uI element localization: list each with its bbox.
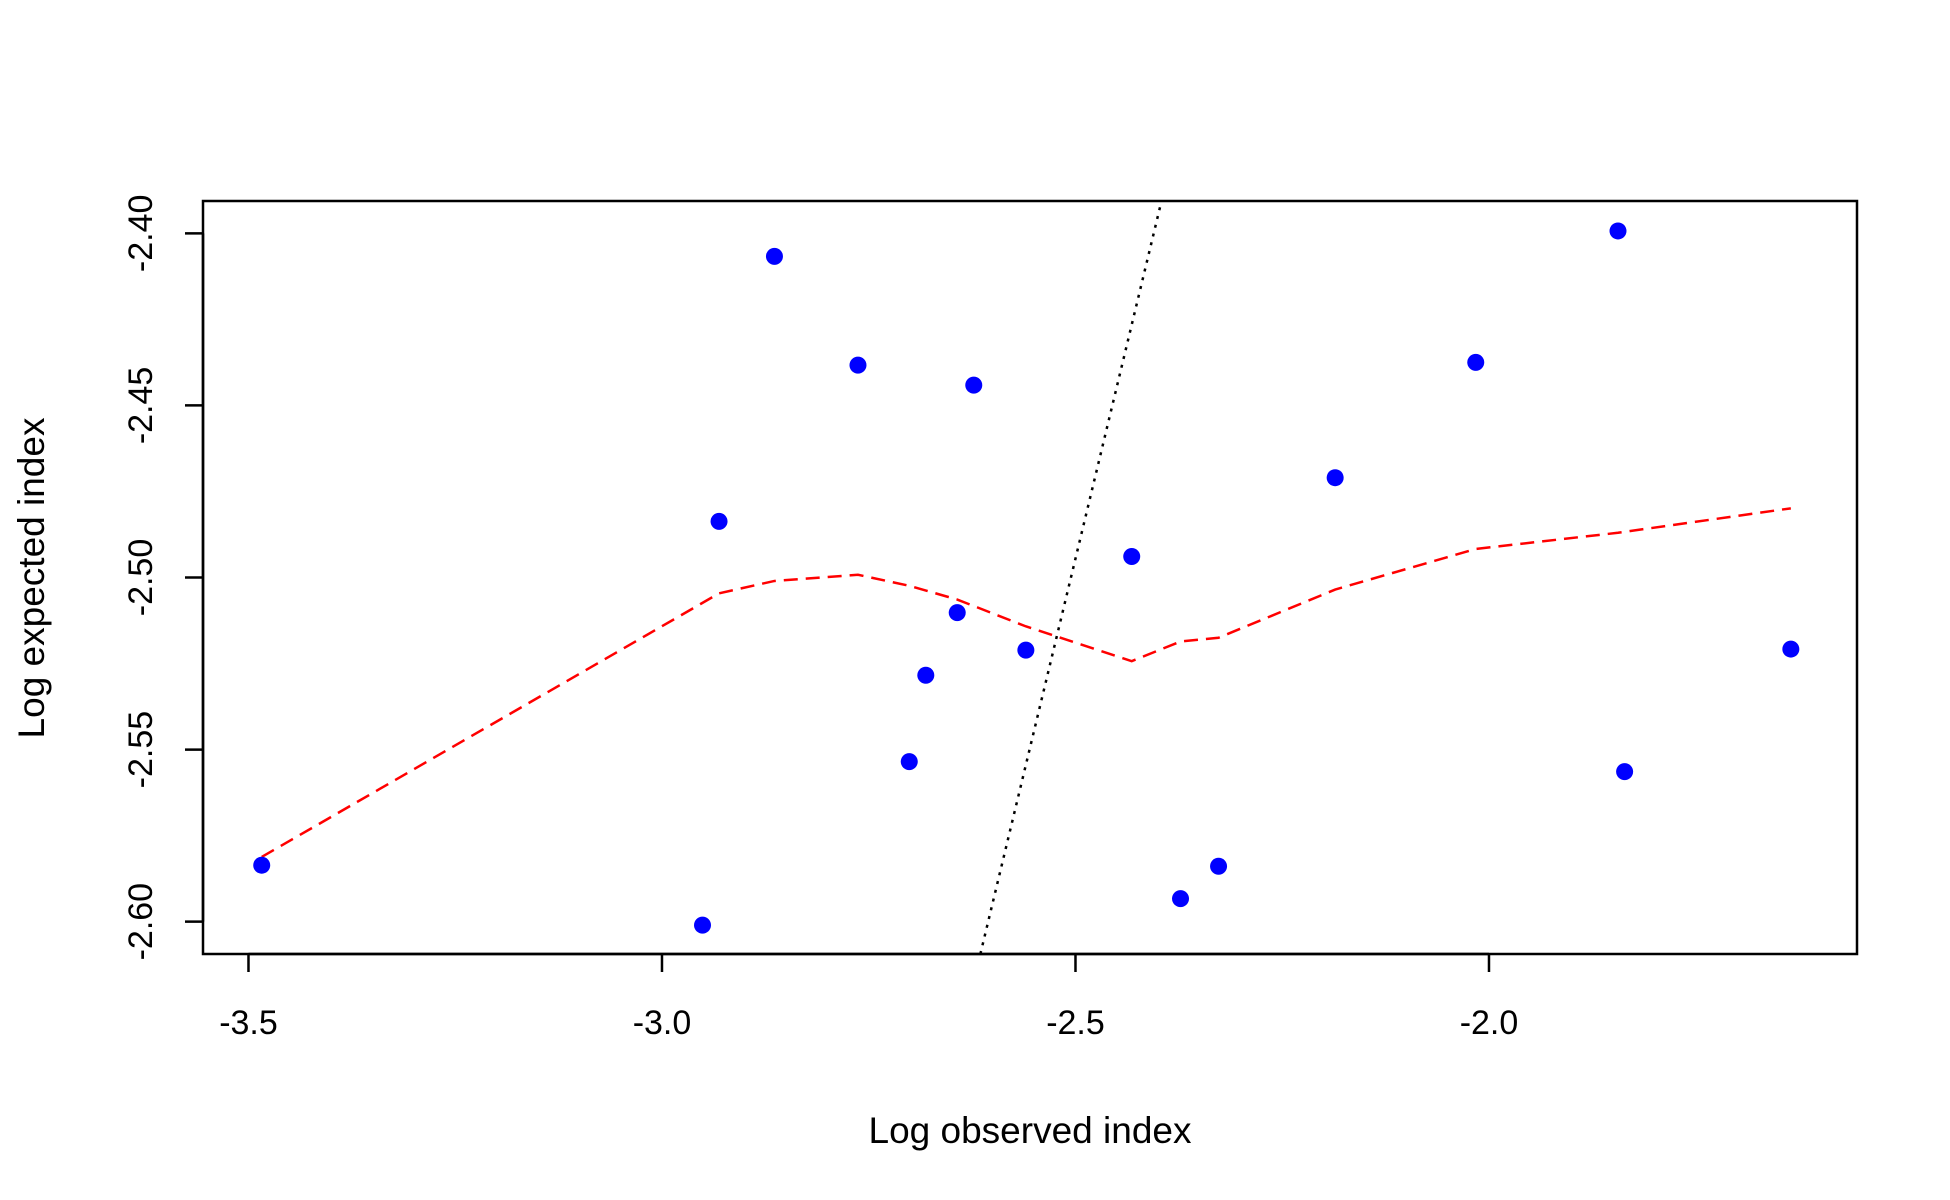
data-point [849, 356, 867, 374]
x-tick-label: -3.5 [219, 1004, 278, 1042]
data-point [1782, 640, 1800, 658]
x-tick-label: -3.0 [633, 1004, 692, 1042]
x-tick-label: -2.0 [1460, 1004, 1519, 1042]
data-point [1017, 641, 1035, 659]
data-point [1609, 222, 1627, 240]
data-point [1467, 353, 1485, 371]
y-axis: -2.60 -2.55 -2.50 -2.45 -2.40 [122, 195, 205, 961]
data-point [1616, 763, 1634, 781]
data-point [694, 916, 712, 934]
x-axis: -3.5 -3.0 -2.5 -2.0 [219, 952, 1519, 1042]
data-point [1210, 857, 1228, 875]
y-tick-label: -2.60 [122, 883, 160, 961]
reference-line [979, 201, 1163, 954]
y-tick-label: -2.50 [122, 539, 160, 617]
data-point [1326, 469, 1344, 487]
y-tick-label: -2.55 [122, 711, 160, 789]
data-points [253, 222, 1800, 934]
data-point [1172, 890, 1190, 908]
plot-frame [201, 199, 1859, 956]
data-point [710, 512, 728, 530]
data-point [253, 856, 271, 874]
data-point [765, 247, 783, 265]
data-point [1123, 548, 1141, 566]
data-point [900, 753, 918, 771]
data-point [917, 666, 935, 684]
y-tick-label: -2.40 [122, 195, 160, 273]
data-point [948, 604, 966, 622]
smoothed-trend-line [261, 507, 1792, 859]
data-point [965, 376, 983, 394]
x-axis-title: Log observed index [869, 1110, 1192, 1151]
y-tick-label: -2.45 [122, 367, 160, 445]
x-tick-label: -2.5 [1046, 1004, 1105, 1042]
y-axis-title: Log expected index [11, 417, 52, 738]
